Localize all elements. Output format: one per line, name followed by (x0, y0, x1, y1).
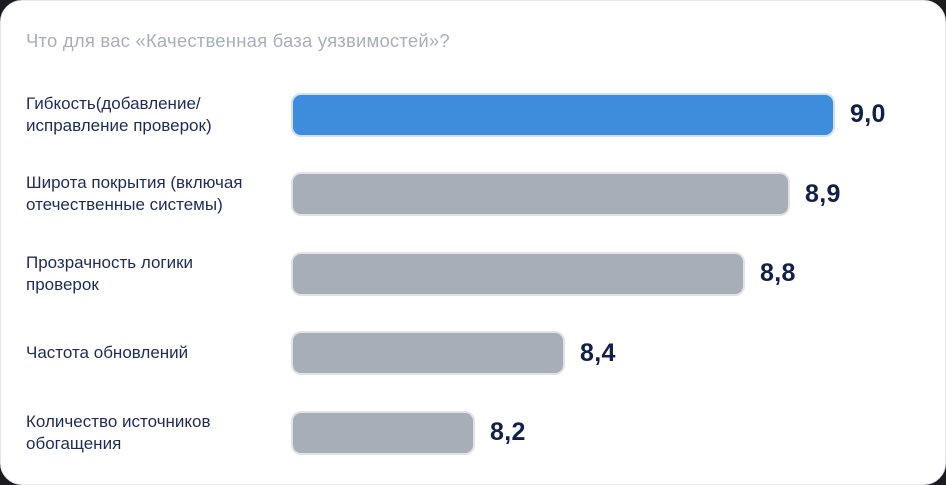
category-label-line1: Прозрачность логики (26, 252, 194, 272)
category-label-line2: отечественные системы) (26, 195, 223, 215)
bar-chart: Гибкость(добавление/ исправление проверо… (1, 75, 945, 473)
bar-value: 8,9 (805, 179, 841, 208)
category-label-line1: Частота обновлений (26, 343, 189, 363)
category-label: Количество источников обогащения (26, 411, 281, 455)
chart-row: Гибкость(добавление/ исправление проверо… (1, 75, 945, 155)
category-label-line1: Количество источников (26, 411, 211, 431)
category-label: Прозрачность логики проверок (26, 252, 281, 296)
bar (293, 174, 788, 215)
chart-title: Что для вас «Качественная база уязвимост… (26, 30, 450, 51)
category-label-line1: Широта покрытия (включая (26, 173, 243, 193)
bar-value: 9,0 (850, 100, 886, 129)
category-label-line1: Гибкость(добавление/ (26, 93, 201, 113)
bar (293, 253, 743, 294)
category-label: Частота обновлений (26, 342, 281, 364)
chart-row: Количество источников обогащения 8,2 (1, 393, 945, 473)
bar-highlighted (293, 94, 833, 135)
bar-value: 8,8 (760, 259, 796, 288)
bar (293, 412, 473, 453)
category-label: Широта покрытия (включая отечественные с… (26, 172, 281, 216)
chart-row: Прозрачность логики проверок 8,8 (1, 234, 945, 314)
chart-row: Широта покрытия (включая отечественные с… (1, 155, 945, 235)
bar (293, 333, 563, 374)
bar-value: 8,2 (490, 418, 526, 447)
category-label-line2: исправление проверок) (26, 115, 212, 135)
category-label: Гибкость(добавление/ исправление проверо… (26, 93, 281, 137)
category-label-line2: обогащения (26, 433, 122, 453)
bar-value: 8,4 (580, 338, 616, 367)
chart-row: Частота обновлений 8,4 (1, 314, 945, 394)
category-label-line2: проверок (26, 274, 99, 294)
